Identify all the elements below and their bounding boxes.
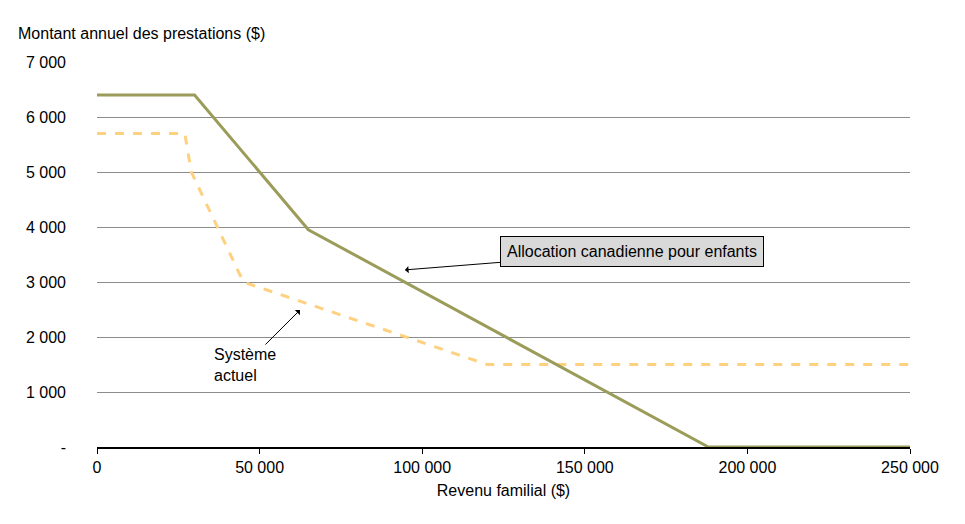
svg-text:Revenu familial ($): Revenu familial ($) xyxy=(437,482,570,499)
svg-text:Montant annuel des prestations: Montant annuel des prestations ($) xyxy=(18,25,265,42)
svg-text:Systèmeactuel: Systèmeactuel xyxy=(214,346,276,384)
svg-text:50 000: 50 000 xyxy=(235,459,284,476)
svg-text:0: 0 xyxy=(93,459,102,476)
svg-text:1 000: 1 000 xyxy=(26,384,66,401)
svg-text:3 000: 3 000 xyxy=(26,274,66,291)
svg-text:7 000: 7 000 xyxy=(26,54,66,71)
svg-text:5 000: 5 000 xyxy=(26,164,66,181)
svg-text:-: - xyxy=(61,439,66,456)
svg-text:6 000: 6 000 xyxy=(26,109,66,126)
svg-text:150 000: 150 000 xyxy=(556,459,614,476)
svg-text:200 000: 200 000 xyxy=(718,459,776,476)
svg-text:250 000: 250 000 xyxy=(881,459,939,476)
svg-text:2 000: 2 000 xyxy=(26,329,66,346)
svg-text:Allocation canadienne pour enf: Allocation canadienne pour enfants xyxy=(507,243,757,260)
svg-text:100 000: 100 000 xyxy=(393,459,451,476)
svg-text:4 000: 4 000 xyxy=(26,219,66,236)
